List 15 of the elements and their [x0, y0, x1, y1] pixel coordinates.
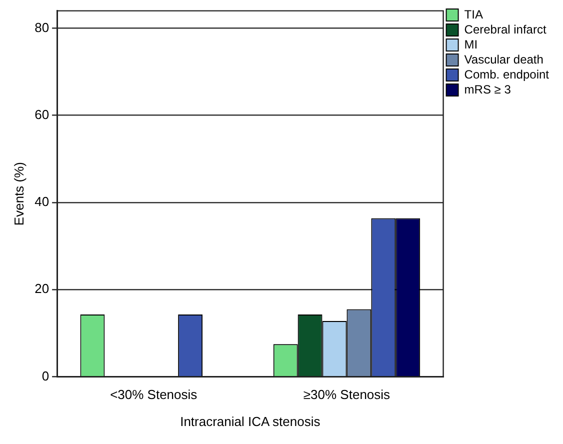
y-tick-label: 40 [34, 194, 50, 210]
x-axis-title: Intracranial ICA stenosis [180, 414, 321, 429]
legend-label: Comb. endpoint [464, 67, 550, 82]
x-tick-label: <30% Stenosis [110, 387, 198, 402]
legend-label: TIA [464, 7, 483, 22]
legend-label: MI [464, 37, 478, 52]
y-tick-label: 80 [34, 20, 50, 35]
legend-label: Vascular death [464, 52, 544, 66]
x-tick-label: ≥30% Stenosis [303, 387, 391, 402]
y-axis-title: Events (%) [11, 162, 26, 226]
y-tick-label: 60 [34, 106, 50, 122]
legend-label: mRS ≥ 3 [464, 82, 512, 96]
y-tick-label: 20 [34, 281, 50, 296]
legend-label: Cerebral infarct [464, 22, 547, 36]
y-tick-label: 0 [42, 368, 50, 384]
